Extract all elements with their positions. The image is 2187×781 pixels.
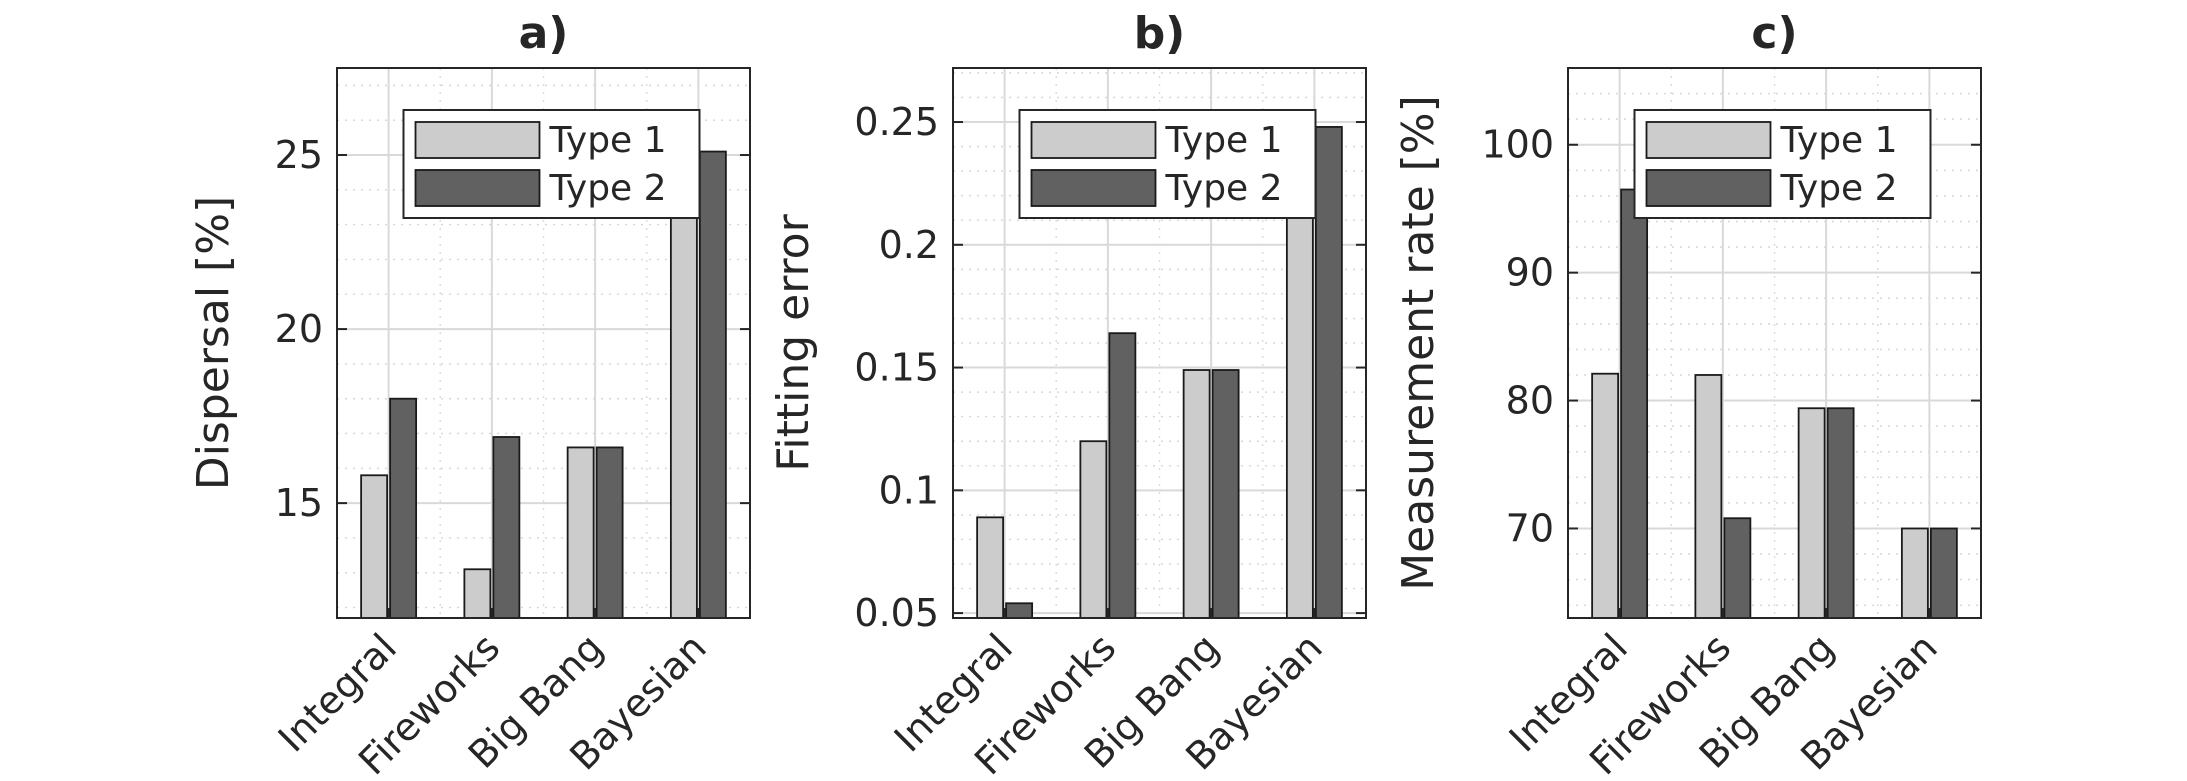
legend-label: Type 1 (549, 120, 667, 161)
y-axis-label: Fitting error (768, 213, 819, 471)
bar-1-fireworks (463, 568, 492, 619)
chart-title: b) (1134, 8, 1186, 59)
bar-1-fireworks (1079, 440, 1108, 619)
bar-2-bayesian (1929, 527, 1958, 619)
legend-swatch (1030, 169, 1157, 207)
axes-frame (336, 67, 751, 619)
ytick-label: 70 (1506, 506, 1554, 550)
ytick-label: 0.15 (854, 346, 939, 390)
ytick-label: 25 (275, 133, 323, 177)
legend-swatch (414, 121, 541, 159)
axes-frame (952, 67, 1367, 619)
ytick-label: 20 (275, 307, 323, 351)
bar-1-bayesian (669, 150, 698, 619)
legend-label: Type 1 (1780, 120, 1898, 161)
legend-swatch (414, 169, 541, 207)
bar-2-fireworks (1108, 332, 1137, 619)
chart-title: c) (1751, 8, 1797, 59)
ytick-label: 0.25 (854, 100, 939, 144)
ytick-label: 0.05 (854, 591, 939, 635)
legend-swatch (1645, 121, 1772, 159)
axes-frame (1567, 67, 1982, 619)
legend-label: Type 1 (1165, 120, 1283, 161)
legend: Type 1 Type 2 (402, 109, 701, 219)
legend-swatch (1030, 121, 1157, 159)
bar-1-integral (976, 516, 1005, 619)
bar-1-big-bang (1797, 407, 1826, 619)
bar-2-integral (389, 397, 418, 619)
bar-1-fireworks (1694, 374, 1723, 619)
bar-2-big-bang (1826, 407, 1855, 619)
bar-2-fireworks (492, 436, 521, 619)
ytick-label: 0.1 (879, 468, 939, 512)
bar-1-integral (1591, 372, 1620, 619)
ytick-label: 100 (1481, 123, 1554, 167)
y-axis-label: Dispersal [%] (188, 196, 239, 490)
bar-1-big-bang (1182, 369, 1211, 619)
ytick-label: 80 (1506, 379, 1554, 423)
ytick-label: 90 (1506, 251, 1554, 295)
bar-2-bayesian (698, 150, 727, 619)
ytick-label: 0.2 (879, 223, 939, 267)
legend-label: Type 2 (1165, 168, 1283, 209)
bar-1-integral (360, 474, 389, 619)
legend: Type 1 Type 2 (1018, 109, 1317, 219)
bar-2-big-bang (1211, 369, 1240, 619)
bar-2-bayesian (1314, 126, 1343, 619)
legend: Type 1 Type 2 (1633, 109, 1932, 219)
bar-2-fireworks (1723, 517, 1752, 619)
bar-2-integral (1005, 602, 1034, 619)
bar-1-bayesian (1900, 527, 1929, 619)
bar-1-big-bang (566, 446, 595, 619)
chart-title: a) (519, 8, 569, 59)
legend-swatch (1645, 169, 1772, 207)
y-axis-label: Measurement rate [%] (1393, 95, 1444, 591)
legend-label: Type 2 (549, 168, 667, 209)
legend-label: Type 2 (1780, 168, 1898, 209)
bar-2-big-bang (595, 446, 624, 619)
ytick-label: 15 (275, 481, 323, 525)
bar-2-integral (1620, 188, 1649, 619)
